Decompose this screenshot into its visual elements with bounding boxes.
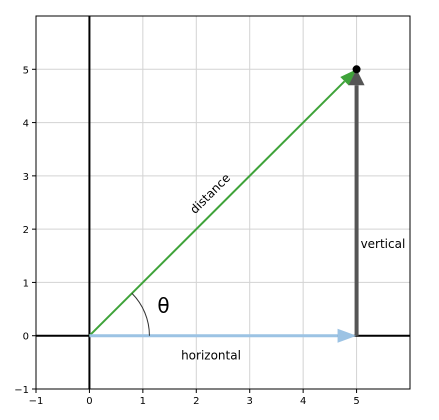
grid <box>35 15 411 390</box>
y-tick-label: 4 <box>23 119 29 130</box>
x-tick-label: 1 <box>140 396 146 407</box>
y-tick-label: 5 <box>23 65 29 76</box>
x-tick-label: 2 <box>193 396 199 407</box>
vertical-arrowhead <box>348 69 365 86</box>
x-tick-label: 3 <box>247 396 253 407</box>
y-tick-label: −1 <box>14 385 29 396</box>
plot-frame <box>35 15 411 390</box>
horizontal-arrowhead <box>337 328 357 343</box>
y-tick-label: 1 <box>23 278 29 289</box>
theta-label: θ <box>157 294 169 318</box>
vectors <box>88 65 365 343</box>
distance-label: distance <box>187 171 233 217</box>
x-tick-label: 4 <box>300 396 306 407</box>
distance-vector <box>88 80 346 337</box>
y-tick-label: 0 <box>23 332 29 343</box>
endpoint-marker <box>352 65 361 74</box>
x-tick-label: 5 <box>353 396 359 407</box>
x-tick-label: −1 <box>29 396 44 407</box>
distance-arrowhead <box>340 69 357 86</box>
vertical-label: vertical <box>361 237 406 251</box>
x-tick-label: 0 <box>86 396 92 407</box>
angle-arc <box>131 292 150 336</box>
annotations: distance horizontal vertical θ <box>157 171 405 363</box>
y-tick-label: 2 <box>23 225 29 236</box>
horizontal-label: horizontal <box>181 349 241 363</box>
tick-labels: −1 0 1 2 3 4 5 −1 0 1 2 3 4 5 <box>14 65 360 407</box>
y-tick-label: 3 <box>23 172 29 183</box>
